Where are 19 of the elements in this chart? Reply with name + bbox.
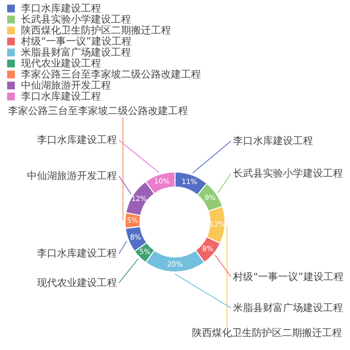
legend-label: 李家公路三台至李家坡二级公路改建工程: [21, 68, 201, 80]
legend-label: 中仙湖旅游开发工程: [21, 80, 111, 92]
legend-label: 米脂县财富广场建设工程: [21, 46, 131, 58]
slice-label: 现代农业建设工程: [37, 276, 117, 289]
slice-label: 李口水库建设工程: [37, 134, 117, 146]
slice-label: 李口水库建设工程: [233, 135, 313, 148]
slice-label: 米脂县财富广场建设工程: [233, 302, 343, 314]
legend-label: 长武县实验小学建设工程: [21, 14, 131, 26]
legend-label: 李口水库建设工程: [21, 90, 101, 102]
slice-label: 中仙湖旅游开发工程: [27, 170, 117, 182]
slice-label: 李家公路三台至李家坡二级公路改建工程: [8, 105, 188, 117]
slice-label: 李口水库建设工程: [37, 248, 117, 260]
legend-label: 现代农业建设工程: [21, 58, 101, 70]
legend-label: 村级“一事一议”建设工程: [20, 36, 132, 48]
slice-label: 陕西煤化卫生防护区二期搬迁工程: [192, 327, 342, 339]
legend-label: 李口水库建设工程: [21, 2, 101, 14]
slice-label: 长武县实验小学建设工程: [233, 168, 343, 180]
slice-label: 村级“一事一议”建设工程: [232, 270, 344, 283]
legend-label: 陕西煤化卫生防护区二期搬迁工程: [21, 24, 171, 36]
